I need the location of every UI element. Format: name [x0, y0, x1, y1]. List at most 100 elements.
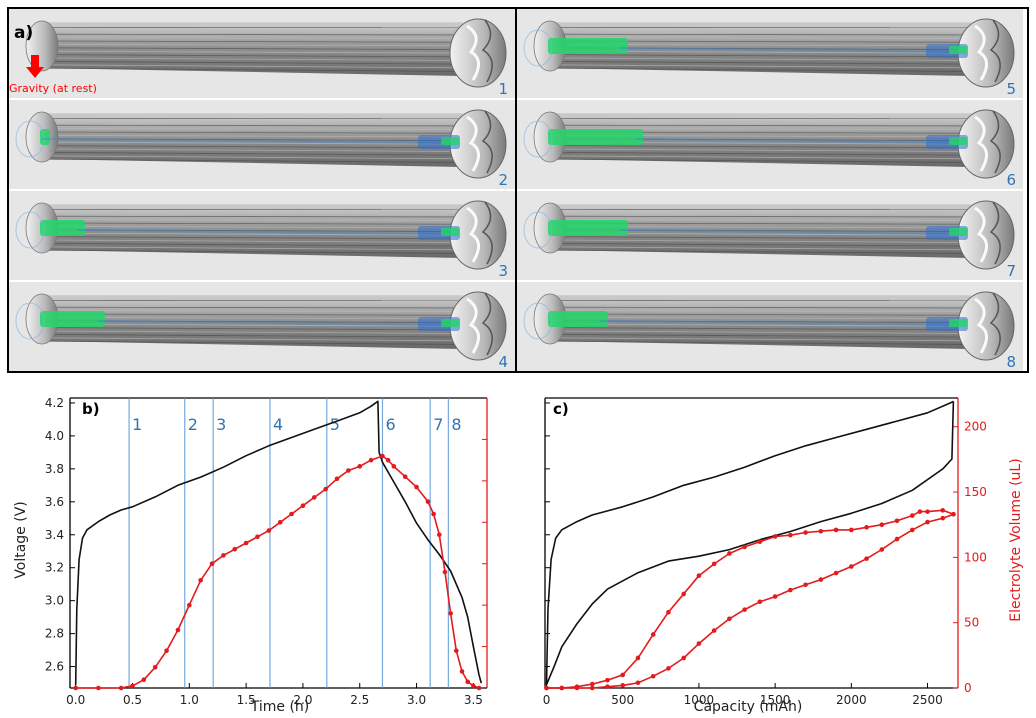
voltage-line-0: [545, 400, 954, 685]
panel-c-chart: c) Capacity (mAh) Electrolyte Volume (uL…: [543, 397, 1024, 715]
electrolyte-volume-line-1: [75, 455, 480, 689]
panel-a-image-grid: 1 2 3 4 5 6 7 8 a) Gravity (at rest): [7, 7, 1029, 373]
electrolyte-point: [289, 511, 294, 517]
electrolyte-point: [465, 679, 470, 685]
electrolyte-point: [589, 681, 595, 687]
electrolyte-point: [118, 685, 124, 691]
panel-c-label: c): [553, 400, 569, 418]
electrolyte-point: [742, 544, 747, 550]
electrolyte-point: [711, 561, 717, 567]
image-number-label: 4: [498, 353, 508, 371]
electrolyte-point: [711, 628, 717, 633]
time-marker-label: 8: [451, 415, 461, 434]
y-tick-label: 4.0: [45, 429, 64, 443]
x-tick-label: 1.5: [237, 693, 256, 707]
electrolyte-point: [849, 527, 854, 533]
electrolyte-point: [818, 528, 824, 534]
electrolyte-point: [544, 685, 549, 691]
tomography-image-2: 2: [9, 100, 515, 189]
panel-a-frame: [7, 7, 1029, 373]
tomography-image-8: 8: [517, 282, 1023, 371]
y-tick-label: 3.0: [45, 594, 64, 608]
electrolyte-point: [917, 509, 923, 514]
electrolyte-point: [130, 683, 135, 689]
electrolyte-point: [311, 495, 317, 500]
electrolyte-point: [436, 532, 442, 538]
x-tick-label: 2.5: [350, 693, 369, 707]
right-y-tick-label: 100: [964, 550, 987, 564]
electrolyte-point: [255, 534, 260, 540]
electrolyte-point: [803, 582, 808, 588]
electrolyte-point: [757, 599, 763, 605]
electrolyte-point: [742, 607, 747, 612]
electrolyte-point: [757, 539, 763, 544]
image-number-label: 8: [1006, 353, 1016, 371]
electrolyte-point: [635, 680, 641, 686]
electrolyte-point: [454, 648, 459, 654]
electrolyte-point: [650, 632, 656, 637]
electrolyte-point: [620, 672, 626, 678]
x-tick-label: 2500: [912, 693, 943, 707]
electrolyte-point: [925, 519, 930, 525]
electrolyte-point: [849, 564, 854, 569]
electrolyte-point: [323, 486, 328, 492]
plot-area-c: 0 500 1000 1500 2000 2500 0 50 100 150 200: [543, 397, 987, 707]
time-marker-label: 4: [273, 415, 283, 434]
electrolyte-point: [391, 464, 397, 469]
time-marker-label: 1: [132, 415, 142, 434]
electrolyte-point: [187, 602, 192, 608]
x-tick-label: 2000: [836, 693, 867, 707]
electrolyte-point: [894, 518, 900, 524]
y-tick-label: 3.4: [45, 528, 64, 542]
panel-b-y-axis-label: Voltage (V): [13, 501, 29, 578]
panel-b-x-axis-label: Time (h): [250, 699, 310, 715]
electrolyte-point: [385, 457, 391, 463]
electrolyte-point: [940, 508, 946, 513]
image-number-label: 1: [498, 80, 508, 98]
tomography-image-3: 3: [9, 191, 515, 280]
electrolyte-point: [925, 509, 930, 514]
electrolyte-point: [471, 683, 476, 689]
x-tick-label: 500: [611, 693, 634, 707]
y-tick-label: 3.2: [45, 561, 64, 575]
electrolyte-point: [666, 666, 671, 671]
tomography-image-6: 6: [517, 100, 1023, 189]
voltage-line-1: [545, 401, 955, 686]
electrolyte-point: [909, 527, 915, 533]
electrolyte-point: [414, 484, 419, 490]
voltage-line-0: [74, 400, 483, 685]
electrolyte-point: [605, 684, 610, 689]
tomography-image-4: 4: [9, 282, 515, 371]
electrolyte-point: [635, 655, 641, 661]
electrolyte-point: [221, 553, 226, 558]
electrolyte-point: [402, 474, 408, 480]
electrolyte-point: [300, 503, 306, 509]
electrolyte-point: [559, 685, 565, 691]
electrolyte-point: [368, 457, 374, 463]
electrolyte-point: [243, 540, 249, 546]
electrolyte-point: [940, 515, 946, 521]
electrolyte-point: [666, 609, 671, 615]
electrolyte-point: [788, 532, 793, 538]
electrolyte-point: [209, 561, 215, 567]
electrolyte-point: [681, 591, 686, 597]
electrolyte-point: [152, 664, 158, 670]
right-y-tick-label: 200: [964, 420, 987, 434]
electrolyte-point: [605, 677, 610, 683]
electrolyte-point: [879, 547, 885, 552]
x-tick-label: 0.0: [66, 693, 85, 707]
gravity-label: Gravity (at rest): [9, 82, 97, 95]
electrolyte-point: [696, 641, 702, 646]
electrolyte-point: [73, 685, 78, 691]
right-y-tick-label: 150: [964, 485, 987, 499]
tomography-image-5: 5: [517, 9, 1023, 98]
time-marker-label: 5: [330, 415, 340, 434]
electrolyte-volume-line-3: [546, 513, 954, 689]
electrolyte-point: [442, 569, 448, 575]
electrolyte-point: [431, 511, 436, 517]
electrolyte-point: [727, 616, 732, 622]
x-tick-label: 3.0: [407, 693, 426, 707]
y-tick-label: 3.6: [45, 495, 64, 509]
y-tick-label: 3.8: [45, 462, 64, 476]
